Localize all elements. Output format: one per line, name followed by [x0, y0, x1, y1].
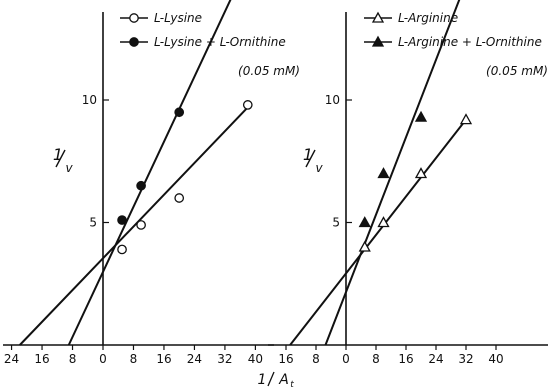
x-tick-label: 24	[187, 352, 202, 366]
x-tick-label: 8	[312, 352, 320, 366]
data-point	[377, 216, 390, 228]
xlabel-slash	[267, 371, 275, 387]
legend-label: L-Arginine	[398, 11, 458, 25]
legend-marker	[129, 37, 139, 47]
x-tick-label: 16	[398, 352, 413, 366]
left-y-axis-label: 1 v	[53, 145, 74, 175]
x-tick-label: 8	[372, 352, 380, 366]
right-ylabel-denominator: v	[315, 161, 323, 175]
left-ylabel-slash	[55, 149, 66, 168]
legend-marker	[371, 35, 385, 47]
right-y-axis-label: 1 v	[303, 145, 324, 175]
x-tick-label: 32	[458, 352, 473, 366]
x-axis-label: 1 A t	[258, 371, 294, 388]
data-point	[459, 113, 473, 125]
legend-label: L-Arginine + L-Ornithine	[398, 35, 542, 49]
data-point	[117, 244, 127, 255]
legend-label: L-Lysine + L-Ornithine	[154, 35, 286, 49]
fit-line-base	[19, 106, 249, 346]
y-tick-label: 10	[325, 93, 340, 107]
x-tick-label: 8	[69, 352, 77, 366]
right-ylabel-numerator: 1	[303, 145, 313, 164]
xlabel-numerator: 1	[258, 372, 267, 388]
x-tick-label: 0	[99, 352, 107, 366]
data-point	[174, 193, 185, 203]
fit-line-with-ornithine	[324, 0, 461, 346]
xlabel-denominator: A	[278, 372, 289, 388]
x-tick-label: 24	[428, 352, 443, 366]
legend-marker	[129, 13, 139, 23]
y-tick-label: 5	[332, 216, 340, 230]
data-point	[136, 180, 146, 191]
fit-line-with-ornithine	[67, 0, 232, 346]
data-point	[358, 240, 371, 252]
concentration-annotation: (0.05 mM)	[486, 64, 548, 78]
data-point	[136, 220, 146, 230]
x-tick-label: 24	[4, 352, 19, 366]
x-tick-label: 16	[278, 352, 293, 366]
concentration-annotation: (0.05 mM)	[238, 64, 300, 78]
x-tick-label: 32	[217, 352, 232, 366]
x-tick-label: 40	[488, 352, 503, 366]
x-tick-label: 8	[130, 352, 138, 366]
x-tick-label: 0	[342, 352, 350, 366]
xlabel-subscript: t	[290, 380, 294, 388]
legend-label: L-Lysine	[154, 11, 202, 25]
right-panel: 16808162432405101520L-ArginineL-Arginine…	[268, 0, 548, 366]
data-point	[117, 215, 127, 225]
data-point	[414, 110, 428, 122]
x-tick-label: 16	[34, 352, 49, 366]
data-point	[358, 216, 371, 228]
left-ylabel-denominator: v	[65, 161, 73, 175]
right-ylabel-slash	[305, 149, 316, 168]
data-point	[414, 167, 428, 179]
left-ylabel-numerator: 1	[53, 145, 63, 164]
data-point	[377, 167, 390, 179]
legend-marker	[371, 11, 385, 23]
x-tick-label: 40	[248, 352, 263, 366]
data-point	[242, 100, 253, 110]
data-point	[174, 107, 185, 118]
x-tick-label: 16	[156, 352, 171, 366]
fit-line-base	[289, 118, 467, 346]
y-tick-label: 5	[89, 216, 97, 230]
y-tick-label: 10	[82, 93, 97, 107]
